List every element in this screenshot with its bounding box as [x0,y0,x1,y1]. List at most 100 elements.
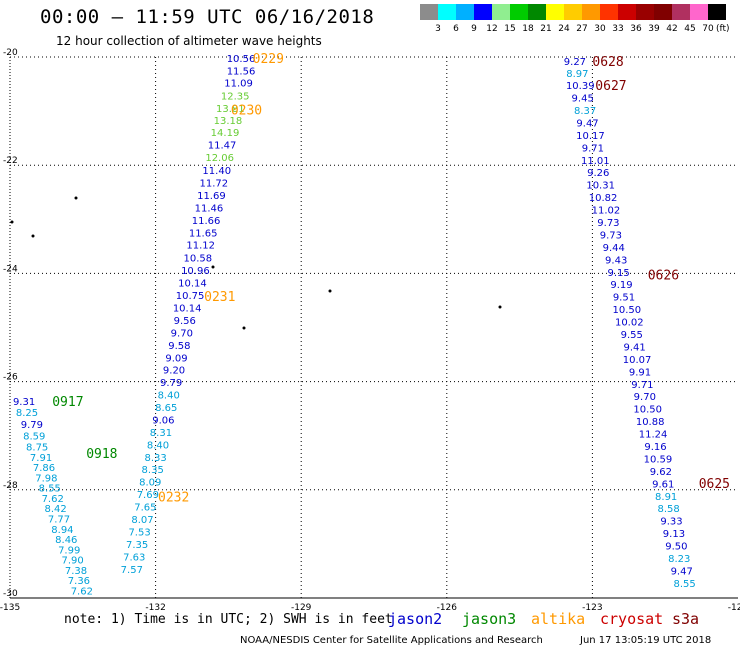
swh-value-label: 9.15 [607,268,629,279]
swh-value-label: 9.79 [21,420,43,431]
swh-value-label: 8.94 [51,525,73,536]
colorbar-label: 42 [666,24,678,34]
chart-title: 00:00 – 11:59 UTC 06/16/2018 [40,6,375,28]
swh-value-label: 11.69 [197,191,226,202]
swh-value-label: 11.40 [202,166,231,177]
swh-value-label: 11.47 [208,141,237,152]
swh-value-label: 9.70 [171,328,193,339]
swh-value-label: 11.01 [581,156,610,167]
swh-value-label: 9.61 [652,479,674,490]
swh-value-label: 7.57 [121,565,143,576]
swh-value-label: 9.43 [605,255,627,266]
swh-value-label: 8.09 [139,478,161,489]
colorbar-label: 6 [453,24,459,34]
y-tick-label: -24 [3,264,18,274]
swh-value-label: 7.98 [35,473,57,484]
swh-value-label: 10.39 [566,81,595,92]
pass-time-label: 0625 [699,477,730,492]
swh-value-label: 9.06 [152,415,174,426]
swh-value-label: 10.75 [176,291,205,302]
swh-value-label: 12.35 [221,91,250,102]
swh-value-label: 10.59 [644,454,673,465]
swh-value-label: 7.77 [48,514,70,525]
footer-credit: NOAA/NESDIS Center for Satellite Applica… [240,635,543,646]
swh-value-label: 7.36 [68,576,90,587]
island-marker [328,289,332,293]
pass-time-label: 0231 [204,290,235,305]
swh-value-label: 11.66 [192,216,221,227]
swh-value-label: 11.56 [227,67,256,78]
swh-value-label: 9.56 [174,316,196,327]
chart-subtitle: 12 hour collection of altimeter wave hei… [56,34,322,48]
legend-s3a: s3a [672,610,700,628]
island-marker [31,234,35,238]
colorbar-swatch [438,4,456,20]
swh-value-label: 7.62 [71,586,93,597]
colorbar-swatch [420,4,438,20]
swh-value-label: 9.73 [597,218,619,229]
swh-value-label: 10.14 [173,303,202,314]
colorbar-label: 39 [648,24,660,34]
swh-value-label: 7.90 [61,556,83,567]
pass-time-label: 0627 [595,79,626,94]
island-marker [211,265,215,269]
footer-timestamp: Jun 17 13:05:19 UTC 2018 [580,635,712,646]
colorbar-swatch [618,4,636,20]
pass-time-label: 0232 [158,490,189,505]
swh-value-label: 10.07 [623,355,652,366]
swh-value-label: 8.91 [655,492,677,503]
swh-value-label: 9.62 [650,467,672,478]
swh-value-label: 9.73 [600,230,622,241]
swh-value-label: 12.06 [205,153,234,164]
colorbar-label: 9 [471,24,477,34]
swh-value-label: 13.81 [216,104,245,115]
swh-value-label: 9.13 [663,529,685,540]
y-tick-label: -26 [3,373,18,383]
colorbar-label: 15 [504,24,516,34]
swh-value-label: 9.41 [623,342,645,353]
swh-value-label: 7.53 [128,527,150,538]
swh-value-label: 8.40 [147,440,169,451]
swh-value-label: 9.70 [634,392,656,403]
swh-value-label: 7.35 [126,540,148,551]
pass-time-label: 0917 [52,395,83,410]
swh-value-label: 9.79 [160,378,182,389]
colorbar-swatch [564,4,582,20]
swh-value-label: 9.20 [163,366,185,377]
legend-cryosat: cryosat [600,610,664,628]
swh-value-label: 14.19 [211,128,240,139]
swh-value-label: 11.12 [186,241,215,252]
y-tick-label: -28 [3,481,18,491]
swh-value-label: 8.35 [142,465,164,476]
colorbar-label: 21 [540,24,552,34]
swh-value-label: 7.99 [58,545,80,556]
colorbar-swatch [456,4,474,20]
colorbar-swatch [582,4,600,20]
x-tick-label: -126 [437,603,458,613]
swh-value-label: 9.16 [644,442,666,453]
swh-value-label: 7.91 [30,453,52,464]
x-tick-label: -129 [291,603,312,613]
swh-value-label: 8.75 [26,443,48,454]
island-marker [242,326,246,330]
pass-time-label: 0626 [648,268,679,283]
swh-value-label: 13.18 [214,116,243,127]
swh-value-label: 9.26 [587,168,609,179]
swh-value-label: 9.50 [665,542,687,553]
swh-value-label: 9.27 [564,57,586,68]
pass-time-label: 0628 [592,55,623,70]
swh-value-label: 7.65 [134,503,156,514]
swh-value-label: 9.31 [13,397,35,408]
swh-value-label: 9.33 [660,517,682,528]
swh-value-label: 10.14 [178,279,207,290]
swh-value-label: 8.65 [155,403,177,414]
swh-value-label: 7.62 [42,494,64,505]
swh-value-label: 10.50 [633,405,662,416]
colorbar-label: 18 [522,24,534,34]
colorbar-label: 33 [612,24,624,34]
swh-value-label: 10.88 [636,417,665,428]
colorbar-swatch [474,4,492,20]
swh-value-label: 7.69 [137,490,159,501]
swh-value-label: 8.31 [150,428,172,439]
